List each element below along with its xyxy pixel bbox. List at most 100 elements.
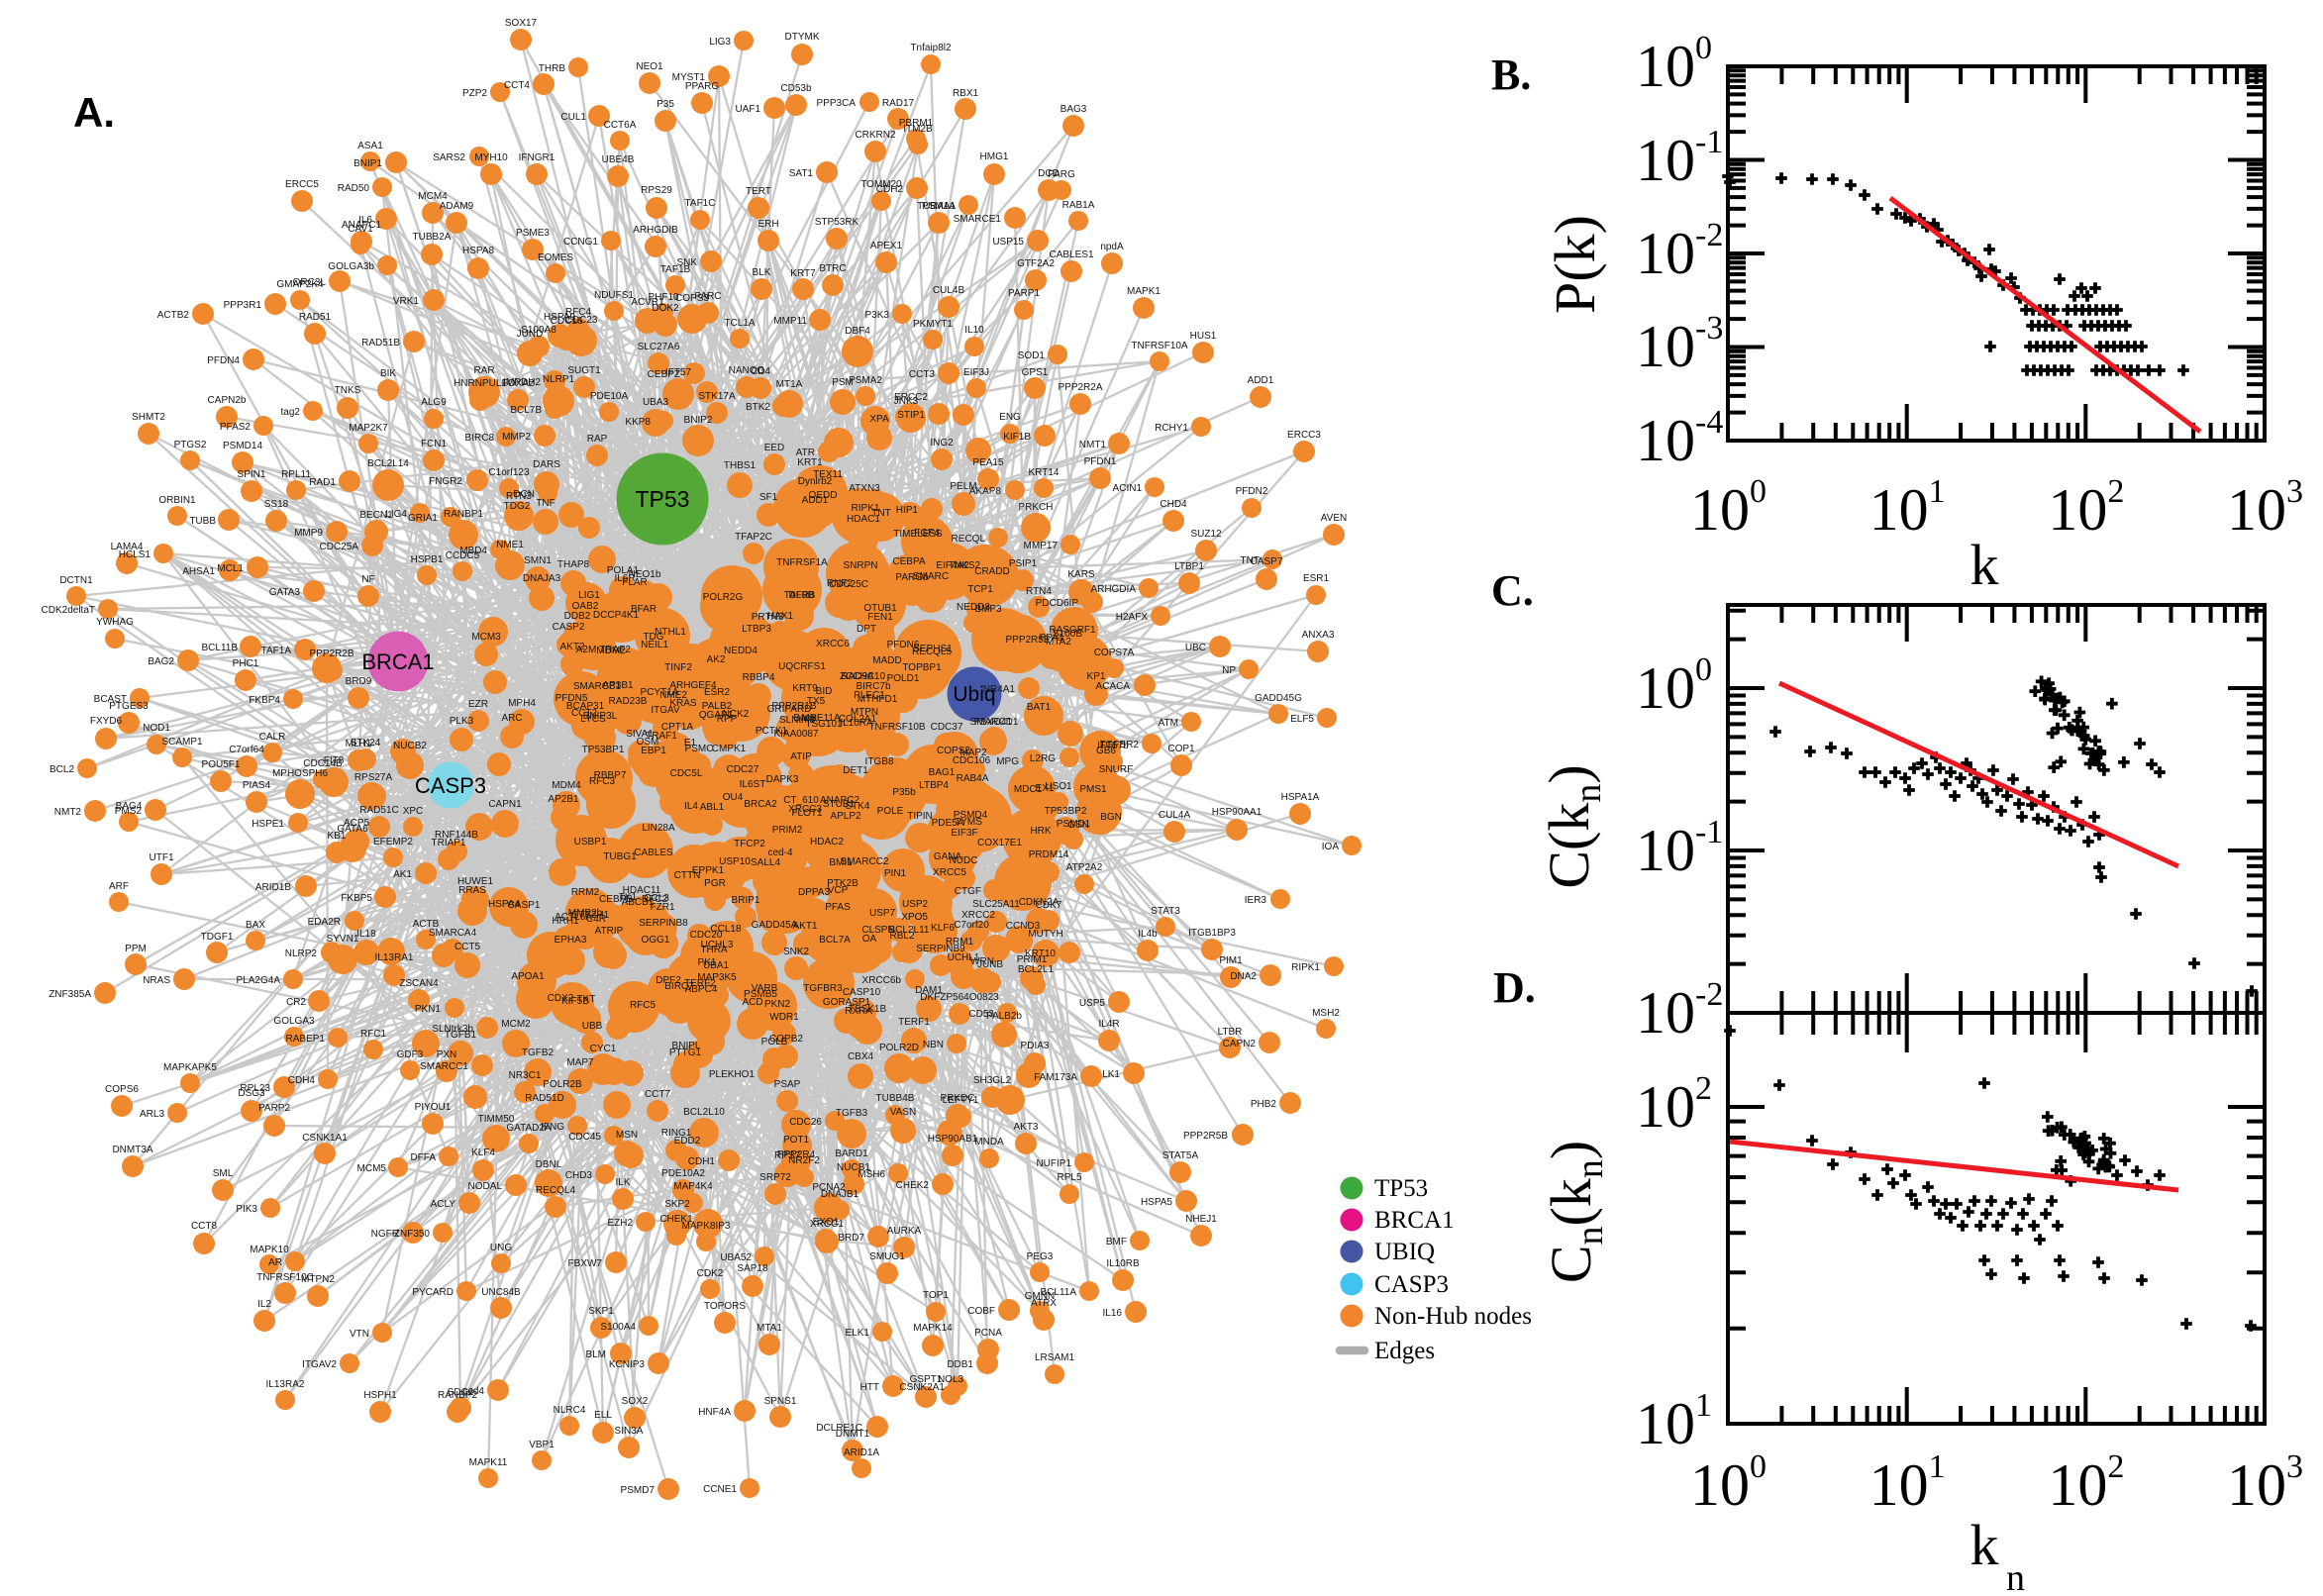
svg-text:DNMT1: DNMT1 [836,1429,870,1440]
svg-text:FEN1: FEN1 [867,612,893,623]
svg-text:NEO1: NEO1 [636,61,663,72]
svg-text:DDB1: DDB1 [947,1359,973,1370]
svg-text:ARC: ARC [501,713,522,724]
svg-text:SNURF: SNURF [1099,764,1133,775]
svg-text:RAD50: RAD50 [338,183,370,194]
svg-text:COBF: COBF [967,1306,995,1317]
svg-text:ITGB8: ITGB8 [865,756,894,767]
svg-text:PMS2: PMS2 [115,806,143,817]
svg-text:NUDC: NUDC [950,855,978,866]
svg-text:10: 10 [1636,408,1695,473]
svg-text:10: 10 [1636,314,1695,379]
svg-text:DPPA3: DPPA3 [798,887,830,898]
svg-text:MPG: MPG [996,756,1019,767]
svg-text:MAPKAPK5: MAPKAPK5 [163,1062,217,1073]
svg-text:ZNF350: ZNF350 [394,1229,431,1240]
svg-text:SLNtrk3b: SLNtrk3b [432,1024,473,1035]
svg-text:FGF4: FGF4 [914,528,940,539]
svg-text:TNKS2: TNKS2 [949,560,981,571]
svg-text:PKN1: PKN1 [415,1004,442,1015]
svg-text:C7orf20: C7orf20 [954,920,989,931]
svg-text:TOPORS: TOPORS [704,1301,746,1312]
svg-text:RING1: RING1 [661,1128,692,1139]
svg-text:HSPH1: HSPH1 [363,1390,397,1401]
svg-text:PSMB5: PSMB5 [744,989,777,1000]
svg-text:JNK3: JNK3 [894,396,919,407]
svg-text:3: 3 [2286,473,2303,510]
svg-text:HRH1: HRH1 [552,916,579,927]
svg-text:UBC: UBC [1185,643,1206,653]
svg-text:SARS2: SARS2 [433,152,465,163]
svg-text:DDB2: DDB2 [564,611,591,622]
svg-text:POLR2B: POLR2B [543,1079,582,1090]
svg-text:MCM5: MCM5 [357,1163,387,1174]
svg-text:CCT8: CCT8 [191,1221,218,1232]
svg-text:MCM4: MCM4 [418,191,448,202]
svg-text:KCNIP3: KCNIP3 [609,1359,646,1370]
svg-text:AURKA: AURKA [887,1226,922,1237]
svg-text:MTPN2: MTPN2 [301,1274,335,1285]
svg-text:CRKRN2: CRKRN2 [855,130,896,141]
svg-text:KKP8: KKP8 [625,417,651,428]
svg-text:SUZ12: SUZ12 [1190,529,1222,540]
svg-text:CABLES: CABLES [634,848,673,858]
svg-text:RANBP1: RANBP1 [444,509,483,520]
svg-text:SERPINB8: SERPINB8 [639,918,688,929]
svg-text:DNAJB1: DNAJB1 [821,1189,859,1200]
svg-text:ATXN3: ATXN3 [849,483,880,494]
svg-text:STAT5A: STAT5A [1162,1150,1199,1161]
svg-text:10: 10 [2048,477,2107,543]
svg-text:RECQL4: RECQL4 [536,1185,575,1196]
svg-text:UNC84B: UNC84B [481,1287,521,1298]
svg-text:SIN3A: SIN3A [615,1426,644,1437]
svg-text:ERH: ERH [758,219,778,230]
svg-text:ATRX: ATRX [1031,1298,1057,1309]
svg-text:NRAS: NRAS [143,975,170,986]
svg-text:VTN: VTN [350,1329,369,1340]
svg-text:ELK1: ELK1 [846,1328,870,1339]
svg-text:DKFZP564O0823: DKFZP564O0823 [920,992,999,1003]
svg-text:CAPN1: CAPN1 [488,799,522,810]
svg-text:GRIA1: GRIA1 [408,513,438,524]
svg-text:SF1: SF1 [759,492,778,503]
svg-text:PIAS4: PIAS4 [243,780,271,791]
svg-text:POT1: POT1 [783,1135,810,1146]
svg-text:HSPA1A: HSPA1A [1281,792,1320,803]
svg-text:SMARCA4: SMARCA4 [429,928,477,939]
svg-text:NOD1: NOD1 [143,723,170,734]
svg-text:PLEKHO1: PLEKHO1 [709,1069,756,1080]
svg-text:NODAL: NODAL [468,1181,503,1192]
svg-text:LIG4: LIG4 [385,509,407,520]
svg-text:KLF6: KLF6 [931,923,955,934]
svg-text:BRCA1: BRCA1 [361,649,434,674]
svg-text:RABEP1: RABEP1 [286,1034,326,1045]
svg-text:KRT9: KRT9 [792,683,818,694]
svg-text:CUL1: CUL1 [560,112,586,123]
svg-text:RAD23B: RAD23B [609,696,648,707]
svg-text:LAMA4: LAMA4 [111,542,144,552]
svg-text:CHEK2: CHEK2 [896,1180,930,1191]
svg-text:TNFRSF10B: TNFRSF10B [868,722,926,733]
svg-text:MMP11: MMP11 [773,316,807,327]
svg-text:PSMD7: PSMD7 [621,1485,656,1496]
svg-text:XRCC6b: XRCC6b [862,975,902,986]
svg-text:COX17E1: COX17E1 [977,838,1022,848]
svg-text:RFC1: RFC1 [360,1029,387,1040]
svg-text:PRTN3: PRTN3 [752,612,784,623]
svg-text:UAF1: UAF1 [735,104,760,115]
svg-text:UNG: UNG [490,1243,512,1253]
svg-text:TGFB3: TGFB3 [836,1108,868,1119]
svg-text:CCT3: CCT3 [909,369,936,380]
svg-text:KARS: KARS [1067,569,1095,580]
svg-text:RFC5: RFC5 [630,1000,656,1011]
svg-text:SMUG1: SMUG1 [869,1251,905,1262]
svg-text:CD53: CD53 [968,1009,994,1020]
svg-text:UCHL3: UCHL3 [701,940,734,950]
svg-text:RIPK1: RIPK1 [1291,962,1320,973]
svg-text:USBP1: USBP1 [574,837,607,848]
svg-text:BRCA2: BRCA2 [744,799,777,810]
svg-text:SMARCE1: SMARCE1 [954,214,1002,225]
svg-text:RAR: RAR [473,365,494,376]
svg-text:IL10: IL10 [964,325,984,336]
svg-text:APOA1: APOA1 [511,971,545,982]
